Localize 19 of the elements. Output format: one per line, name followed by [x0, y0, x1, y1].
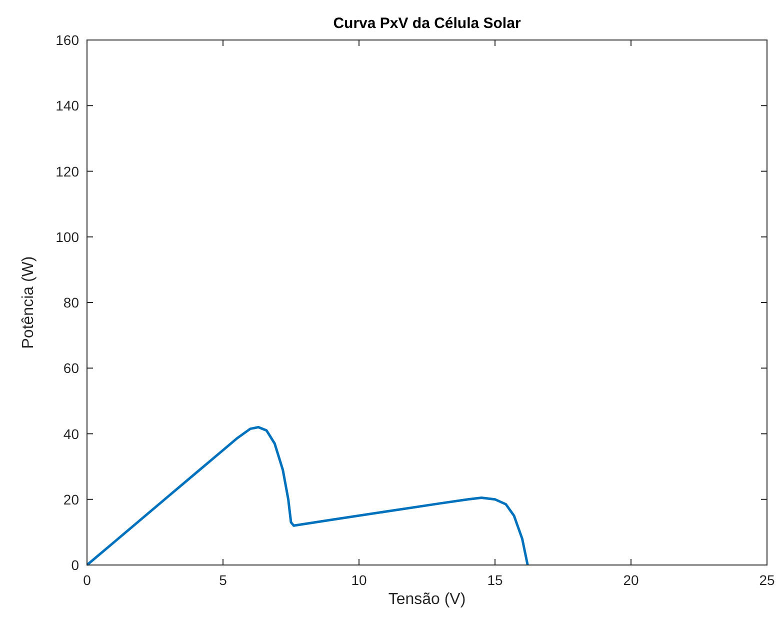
x-tick-label: 20: [623, 572, 639, 588]
y-tick-label: 0: [71, 557, 80, 573]
y-tick-label: 140: [56, 98, 80, 114]
y-tick-label: 120: [56, 163, 80, 180]
x-tick-label: 0: [83, 572, 92, 588]
y-tick-label: 20: [63, 491, 80, 508]
y-tick-label: 160: [56, 32, 80, 48]
x-tick-label: 5: [219, 572, 228, 588]
x-tick-label: 10: [351, 572, 367, 588]
line-series: [86, 426, 529, 566]
x-tick-label: 15: [487, 572, 503, 588]
y-tick-label: 80: [63, 294, 80, 310]
x-tick-label: 25: [759, 572, 775, 588]
x-axis-title: Tensão (V): [388, 591, 466, 608]
chart-title: Curva PxV da Célula Solar: [333, 15, 521, 32]
y-tick-label: 100: [56, 228, 80, 245]
y-axis-title: Potência (W): [20, 256, 37, 349]
y-tick-label: 60: [63, 360, 80, 376]
y-tick-label: 40: [63, 426, 80, 442]
